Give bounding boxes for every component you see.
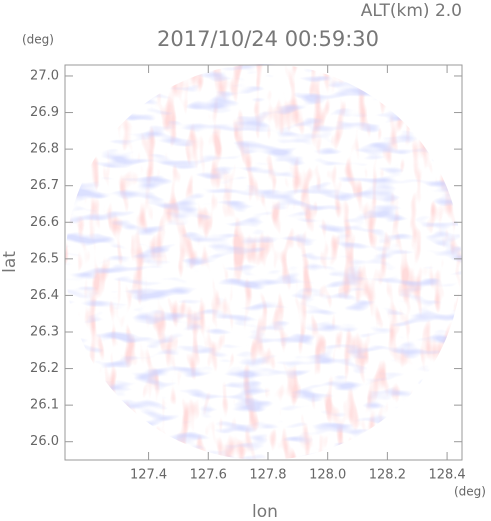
chart-title: 2017/10/24 00:59:30 [157, 27, 379, 51]
plot-frame [64, 64, 463, 461]
altitude: ALT(km) 2.0 [361, 1, 462, 21]
y-tick-label: 26.6 [30, 215, 59, 230]
y-tick-label: 26.7 [30, 178, 59, 193]
y-tick-label: 26.2 [30, 361, 59, 376]
x-tick-label: 128.4 [428, 468, 465, 483]
x-tick-label: 127.6 [190, 468, 227, 483]
y-tick-label: 26.5 [30, 251, 59, 266]
x-tick-label: 128.2 [369, 468, 406, 483]
x-tick-label: 127.4 [130, 468, 167, 483]
x-unit: (deg) [454, 485, 486, 499]
y-tick-label: 26.0 [30, 434, 59, 449]
y-tick-label: 26.8 [30, 142, 59, 157]
y-axis-label: lat [0, 251, 20, 273]
x-tick-label: 127.8 [249, 468, 286, 483]
x-tick-label: 128.0 [309, 468, 346, 483]
y-unit: (deg) [22, 33, 54, 47]
radar-field [65, 64, 462, 460]
y-tick-label: 26.9 [30, 105, 59, 120]
y-tick-label: 27.0 [30, 68, 59, 83]
y-tick-label: 26.1 [30, 398, 59, 413]
y-tick-label: 26.4 [30, 288, 59, 303]
x-axis-label: lon [252, 502, 278, 521]
y-tick-label: 26.3 [30, 324, 59, 339]
